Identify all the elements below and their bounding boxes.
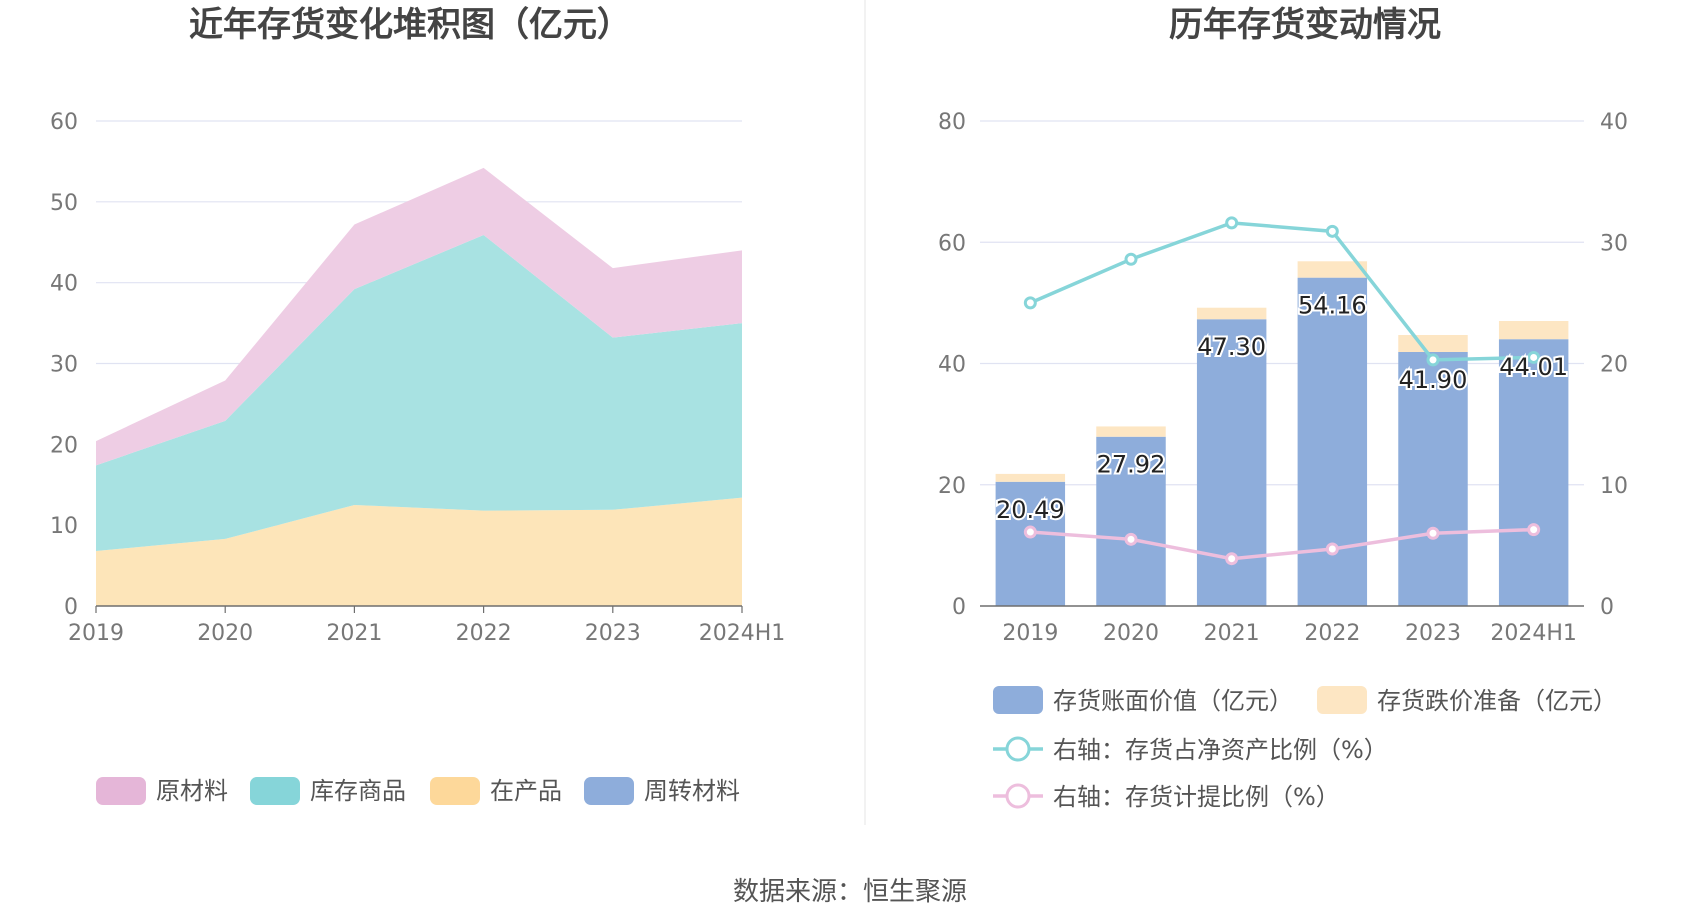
bar-book-value[interactable] [1498,339,1569,606]
left-chart: 0 10 20 30 40 50 60 2019 2020 2021 2022 2023 2024H1 [50,110,785,646]
line-point[interactable] [1124,252,1138,266]
legend-swatch-库存商品[interactable] [250,777,300,805]
line-point[interactable] [1225,552,1239,566]
legend-label-1: 存货跌价准备（亿元） [1377,687,1617,715]
left-y-tick-label: 0 [64,595,78,620]
left-legend: 原材料 库存商品 在产品 周转材料 [96,777,740,805]
bar-impairment[interactable] [1196,307,1267,320]
area-原材料 [96,167,742,466]
right-y-left-tick-label: 40 [938,353,966,378]
line-point[interactable] [1023,525,1037,539]
legend-label-3: 右轴：存货计提比例（%） [1053,783,1340,811]
line-point[interactable] [1325,542,1339,556]
right-y-left-tick-label: 0 [952,595,966,620]
legend-swatch-marker-3[interactable] [1005,783,1031,809]
area-在产品 [96,497,742,606]
line-point[interactable] [1527,350,1541,364]
bar-impairment[interactable] [1498,321,1569,340]
left-y-tick-label: 50 [50,191,78,216]
legend-swatch-bar-1[interactable] [1317,686,1367,714]
legend-swatch-原材料[interactable] [96,777,146,805]
bar-book-value[interactable] [1398,351,1468,606]
left-y-tick-label: 10 [50,514,78,539]
left-x-tick-label: 2019 [68,621,124,646]
right-y-right-tick-label: 40 [1600,110,1628,135]
data-source: 数据来源：恒生聚源 [733,877,967,907]
bar-value-label: 44.01 [1499,353,1568,381]
bar-value-label: 41.90 [1399,366,1468,394]
bar-impairment[interactable] [995,473,1066,482]
left-x-tick-label: 2021 [326,621,382,646]
bar-value-label: 20.49 [996,496,1065,524]
legend-swatch-marker-2[interactable] [1005,736,1031,762]
right-y-left-tick-label: 60 [938,231,966,256]
right-x-tick-label: 2021 [1204,621,1260,646]
right-y-right-tick-label: 20 [1600,353,1628,378]
right-chart: 0 20 40 60 80 0 10 20 30 40 20.49 27.92 47.30 54.16 41… [938,110,1628,646]
bar-value-label: 27.92 [1097,451,1166,479]
left-x-tick-label: 2020 [197,621,253,646]
line-point[interactable] [1325,224,1339,238]
legend-label-0: 存货账面价值（亿元） [1053,687,1293,715]
right-x-tick-label: 2020 [1103,621,1159,646]
legend-swatch-bar-0[interactable] [993,686,1043,714]
bar-book-value[interactable] [1096,436,1166,606]
area-库存商品 [96,234,742,552]
left-x-tick-label: 2022 [456,621,512,646]
line-point[interactable] [1023,296,1037,310]
right-y-right-tick-label: 0 [1600,595,1614,620]
right-y-right-tick-label: 10 [1600,474,1628,499]
left-y-tick-label: 20 [50,433,78,458]
left-chart-title: 近年存货变化堆积图（亿元） [189,5,631,45]
bar-impairment[interactable] [1297,261,1368,278]
bar-impairment[interactable] [1398,335,1468,352]
left-y-tick-label: 60 [50,110,78,135]
bar-book-value[interactable] [1297,277,1368,606]
legend-label-库存商品: 库存商品 [310,777,406,805]
right-x-tick-label: 2022 [1304,621,1360,646]
right-x-tick-label: 2019 [1002,621,1058,646]
bar-book-value[interactable] [995,481,1066,606]
line-series-2 [1029,221,1534,362]
left-y-tick-label: 30 [50,353,78,378]
left-x-tick-label: 2024H1 [699,621,786,646]
line-point[interactable] [1124,532,1138,546]
right-legend: 存货账面价值（亿元） 存货跌价准备（亿元） 右轴：存货占净资产比例（%） 右轴：存货计… [993,686,1617,811]
right-x-tick-label: 2024H1 [1490,621,1577,646]
bar-value-label: 54.16 [1298,292,1367,320]
right-y-left-tick-label: 80 [938,110,966,135]
line-point[interactable] [1225,216,1239,230]
legend-swatch-在产品[interactable] [430,777,480,805]
line-point[interactable] [1426,526,1440,540]
legend-label-在产品: 在产品 [490,777,562,805]
left-y-tick-label: 40 [50,272,78,297]
right-chart-title: 历年存货变动情况 [1169,5,1441,45]
line-point[interactable] [1527,523,1541,537]
bar-impairment[interactable] [1096,426,1166,437]
line-point[interactable] [1426,353,1440,367]
legend-swatch-周转材料[interactable] [584,777,634,805]
right-y-left-tick-label: 20 [938,474,966,499]
line-series-3 [1030,527,1534,561]
left-x-tick-label: 2023 [585,621,641,646]
legend-label-周转材料: 周转材料 [644,777,740,805]
right-y-right-tick-label: 30 [1600,231,1628,256]
legend-label-2: 右轴：存货占净资产比例（%） [1053,736,1388,764]
bar-value-label: 47.30 [1197,333,1266,361]
right-x-tick-label: 2023 [1405,621,1461,646]
legend-label-原材料: 原材料 [156,777,228,805]
